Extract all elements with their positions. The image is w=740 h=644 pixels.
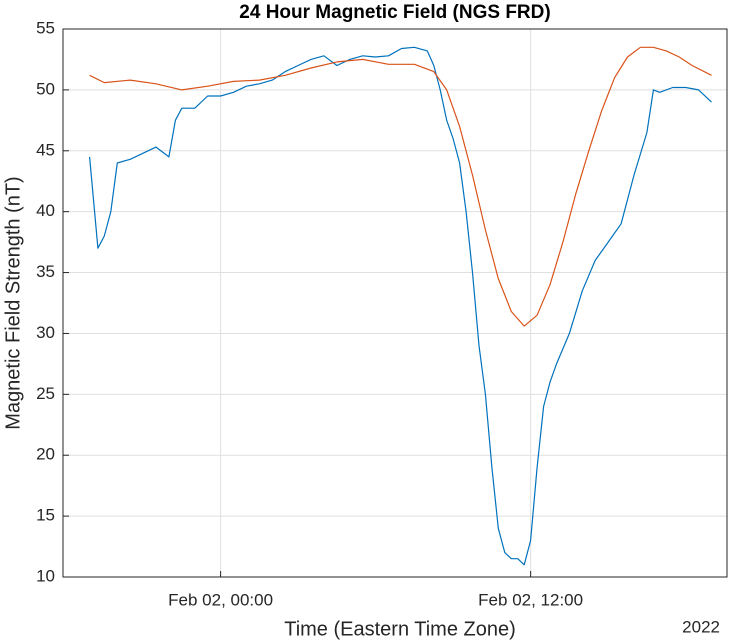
x-axis-label: Time (Eastern Time Zone) <box>284 618 516 640</box>
y-tick-label: 30 <box>36 323 55 342</box>
y-tick-label: 25 <box>36 384 55 403</box>
y-tick-label: 10 <box>36 566 55 585</box>
y-tick-label: 45 <box>36 140 55 159</box>
y-axis-label: Magnetic Field Strength (nT) <box>2 176 24 429</box>
y-tick-label: 15 <box>36 506 55 525</box>
data-line <box>89 46 712 566</box>
y-tick-label: 20 <box>36 445 55 464</box>
y-tick-label: 55 <box>36 18 55 37</box>
plot-frame <box>62 28 728 578</box>
y-tick-label: 40 <box>36 201 55 220</box>
x-secondary-label: 2022 <box>682 617 720 636</box>
chart-title: 24 Hour Magnetic Field (NGS FRD) <box>239 2 550 23</box>
y-tick-label: 50 <box>36 79 55 98</box>
y-tick-label: 35 <box>36 262 55 281</box>
x-tick-label: Feb 02, 00:00 <box>168 590 273 609</box>
x-tick-label: Feb 02, 12:00 <box>478 590 583 609</box>
data-line <box>89 46 712 327</box>
